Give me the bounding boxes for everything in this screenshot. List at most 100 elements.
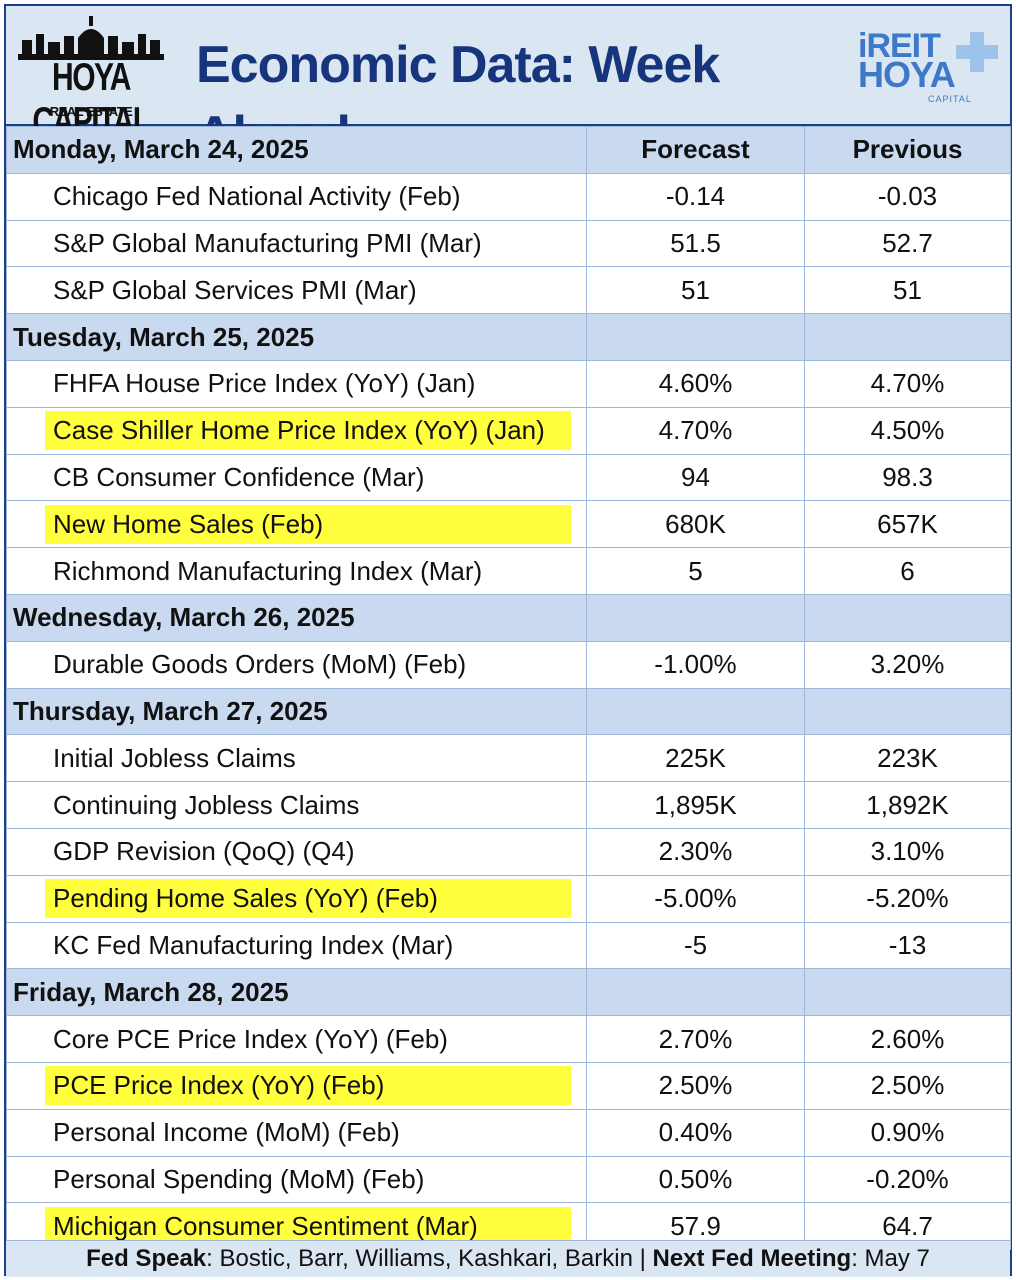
forecast-value: 51.5 (586, 219, 805, 268)
previous-value: -13 (804, 921, 1011, 970)
day-label: Friday, March 28, 2025 (6, 968, 587, 1017)
previous-value: 2.50% (804, 1061, 1011, 1110)
previous-value: -0.03 (804, 172, 1011, 221)
previous-value: 4.70% (804, 359, 1011, 408)
table-row: GDP Revision (QoQ) (Q4) 2.30% 3.10% (6, 827, 1011, 876)
table-row: FHFA House Price Index (YoY) (Jan) 4.60% 4… (6, 359, 1011, 408)
previous-column-header (804, 313, 1011, 361)
previous-column-header: Previous (804, 126, 1011, 174)
previous-value: 3.10% (804, 827, 1011, 876)
indicator-name: GDP Revision (QoQ) (Q4) (53, 836, 355, 867)
indicator-name-cell: KC Fed Manufacturing Index (Mar) (6, 921, 587, 970)
ireit-hoya-logo: iREIT HOYA CAPITAL (854, 28, 1004, 110)
indicator-name: CB Consumer Confidence (Mar) (53, 461, 425, 492)
previous-value: 6 (804, 547, 1011, 595)
forecast-value: 1,895K (586, 781, 805, 829)
indicator-name-cell: S&P Global Manufacturing PMI (Mar) (6, 219, 587, 268)
indicator-name: PCE Price Index (YoY) (Feb) (45, 1066, 571, 1106)
forecast-value: 225K (586, 734, 805, 783)
indicator-name-cell: PCE Price Index (YoY) (Feb) (6, 1061, 587, 1110)
previous-value: -5.20% (804, 874, 1011, 923)
table-row: Durable Goods Orders (MoM) (Feb) -1.00% 3.… (6, 640, 1011, 689)
day-header-row: Tuesday, March 25, 2025 (6, 313, 1011, 361)
forecast-value: 0.40% (586, 1108, 805, 1157)
plus-cross-icon (956, 32, 998, 72)
forecast-value: 94 (586, 453, 805, 502)
capitol-skyline-icon (18, 16, 164, 60)
indicator-name: S&P Global Services PMI (Mar) (53, 274, 417, 305)
forecast-value: 2.70% (586, 1015, 805, 1063)
indicator-name-cell: Continuing Jobless Claims (6, 781, 587, 829)
previous-value: 51 (804, 266, 1011, 315)
table-row: Pending Home Sales (YoY) (Feb) -5.00% -5.2… (6, 874, 1011, 923)
indicator-name-cell: FHFA House Price Index (YoY) (Jan) (6, 359, 587, 408)
next-fed-meeting-value: : May 7 (851, 1245, 930, 1272)
indicator-name: S&P Global Manufacturing PMI (Mar) (53, 227, 482, 258)
indicator-name: Continuing Jobless Claims (53, 789, 360, 820)
indicator-name-cell: Initial Jobless Claims (6, 734, 587, 783)
logo-right-line1: iREIT (858, 27, 941, 65)
forecast-column-header: Forecast (586, 126, 805, 174)
forecast-value: 51 (586, 266, 805, 315)
day-header-row: Monday, March 24, 2025 Forecast Previous (6, 126, 1011, 174)
indicator-name: Initial Jobless Claims (53, 742, 296, 773)
forecast-value: 2.50% (586, 1061, 805, 1110)
table-row: Core PCE Price Index (YoY) (Feb) 2.70% 2.6… (6, 1015, 1011, 1063)
table-row: New Home Sales (Feb) 680K 657K (6, 500, 1011, 549)
previous-column-header (804, 968, 1011, 1017)
forecast-column-header (586, 313, 805, 361)
economic-data-table: Monday, March 24, 2025 Forecast Previous Ch… (6, 126, 1011, 1251)
previous-value: 1,892K (804, 781, 1011, 829)
previous-value: 4.50% (804, 406, 1011, 455)
forecast-value: -1.00% (586, 640, 805, 689)
economic-calendar-card: HOYA CAPITAL REAL ESTATE Economic Data: … (4, 4, 1012, 1277)
forecast-column-header (586, 687, 805, 736)
previous-value: 3.20% (804, 640, 1011, 689)
next-fed-meeting-label: Next Fed Meeting (652, 1245, 852, 1272)
table-row: Initial Jobless Claims 225K 223K (6, 734, 1011, 783)
forecast-value: 0.50% (586, 1155, 805, 1204)
day-label: Monday, March 24, 2025 (6, 126, 587, 174)
previous-value: 0.90% (804, 1108, 1011, 1157)
indicator-name-cell: Pending Home Sales (YoY) (Feb) (6, 874, 587, 923)
logo-right-line2: HOYA (858, 54, 956, 95)
forecast-value: -0.14 (586, 172, 805, 221)
indicator-name-cell: New Home Sales (Feb) (6, 500, 587, 549)
indicator-name: Pending Home Sales (YoY) (Feb) (45, 879, 571, 919)
indicator-name-cell: Chicago Fed National Activity (Feb) (6, 172, 587, 221)
indicator-name: Richmond Manufacturing Index (Mar) (53, 555, 483, 586)
indicator-name: Core PCE Price Index (YoY) (Feb) (53, 1023, 448, 1054)
logo-right-line3: CAPITAL (928, 94, 972, 104)
previous-value: 223K (804, 734, 1011, 783)
forecast-column-header (586, 968, 805, 1017)
table-row: Richmond Manufacturing Index (Mar) 5 6 (6, 547, 1011, 595)
day-header-row: Thursday, March 27, 2025 (6, 687, 1011, 736)
indicator-name: Michigan Consumer Sentiment (Mar) (45, 1206, 571, 1246)
previous-column-header (804, 687, 1011, 736)
previous-value: 657K (804, 500, 1011, 549)
forecast-value: 680K (586, 500, 805, 549)
day-label: Wednesday, March 26, 2025 (6, 593, 587, 642)
previous-value: 2.60% (804, 1015, 1011, 1063)
header-bar: HOYA CAPITAL REAL ESTATE Economic Data: … (6, 6, 1010, 164)
hoya-capital-logo: HOYA CAPITAL REAL ESTATE (18, 14, 164, 143)
fed-speak-label: Fed Speak (86, 1245, 207, 1272)
indicator-name-cell: GDP Revision (QoQ) (Q4) (6, 827, 587, 876)
indicator-name: Personal Spending (MoM) (Feb) (53, 1163, 425, 1194)
indicator-name: Case Shiller Home Price Index (YoY) (Jan… (45, 411, 571, 451)
day-label: Tuesday, March 25, 2025 (6, 313, 587, 361)
indicator-name-cell: CB Consumer Confidence (Mar) (6, 453, 587, 502)
table-row: CB Consumer Confidence (Mar) 94 98.3 (6, 453, 1011, 502)
forecast-value: 4.70% (586, 406, 805, 455)
indicator-name-cell: Durable Goods Orders (MoM) (Feb) (6, 640, 587, 689)
table-row: Continuing Jobless Claims 1,895K 1,892K (6, 781, 1011, 829)
indicator-name: Chicago Fed National Activity (Feb) (53, 181, 461, 212)
forecast-column-header (586, 593, 805, 642)
table-row: S&P Global Manufacturing PMI (Mar) 51.5 52… (6, 219, 1011, 268)
indicator-name-cell: Personal Spending (MoM) (Feb) (6, 1155, 587, 1204)
day-header-row: Wednesday, March 26, 2025 (6, 593, 1011, 642)
footer-bar: Fed Speak: Bostic, Barr, Williams, Kashk… (6, 1240, 1010, 1277)
logo-sub-text: REAL ESTATE (49, 104, 133, 119)
table-row: Chicago Fed National Activity (Feb) -0.14… (6, 172, 1011, 221)
previous-value: 52.7 (804, 219, 1011, 268)
